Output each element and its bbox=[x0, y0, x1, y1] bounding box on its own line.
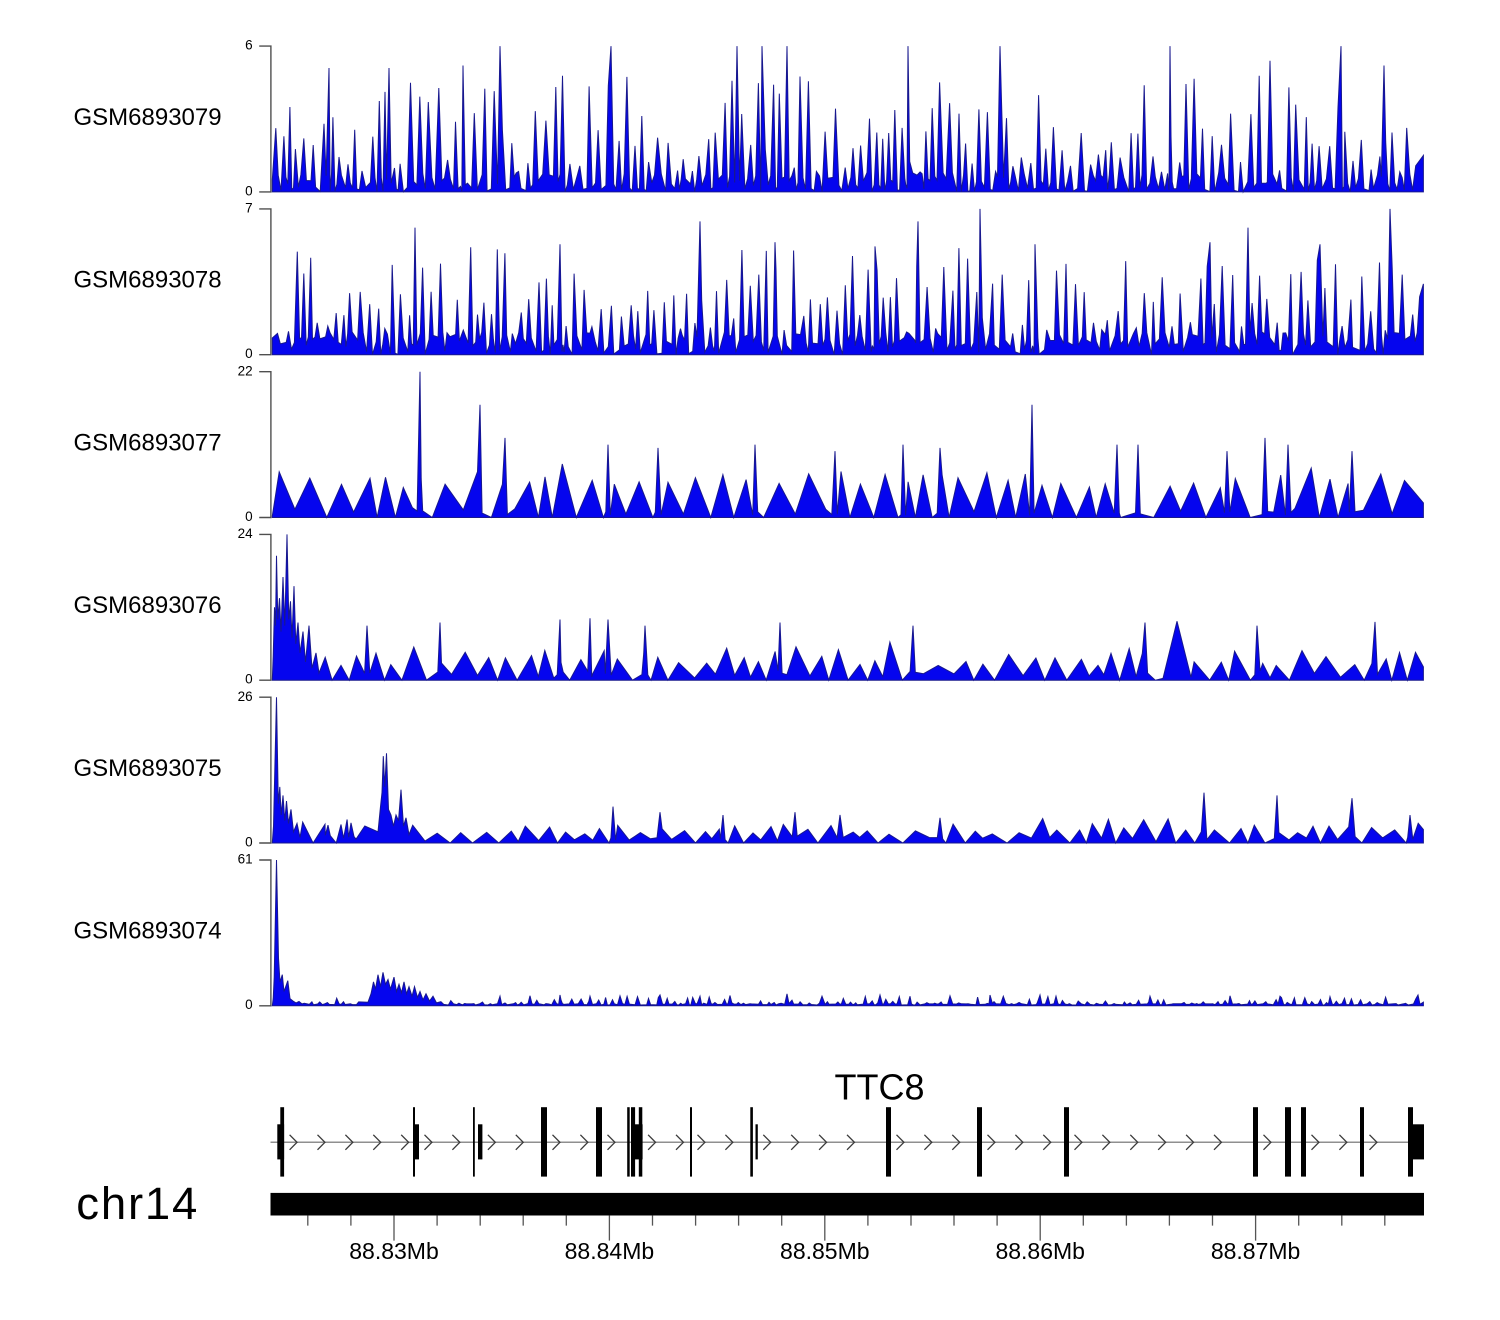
svg-text:0: 0 bbox=[245, 346, 253, 361]
svg-text:chr14: chr14 bbox=[76, 1178, 199, 1229]
svg-text:88.85Mb: 88.85Mb bbox=[780, 1238, 870, 1264]
svg-text:0: 0 bbox=[245, 672, 253, 687]
svg-text:GSM6893074: GSM6893074 bbox=[74, 918, 222, 945]
svg-text:88.84Mb: 88.84Mb bbox=[565, 1238, 655, 1264]
svg-text:GSM6893077: GSM6893077 bbox=[74, 429, 222, 456]
svg-text:0: 0 bbox=[245, 183, 253, 198]
svg-text:0: 0 bbox=[245, 509, 253, 524]
svg-text:GSM6893076: GSM6893076 bbox=[74, 592, 222, 619]
svg-text:7: 7 bbox=[245, 201, 253, 216]
svg-text:6: 6 bbox=[245, 38, 253, 53]
svg-text:GSM6893079: GSM6893079 bbox=[74, 104, 222, 131]
svg-text:0: 0 bbox=[245, 997, 253, 1012]
svg-text:26: 26 bbox=[238, 689, 253, 704]
svg-text:24: 24 bbox=[238, 526, 254, 541]
svg-text:88.83Mb: 88.83Mb bbox=[349, 1238, 439, 1264]
svg-text:GSM6893078: GSM6893078 bbox=[74, 267, 222, 294]
svg-text:88.86Mb: 88.86Mb bbox=[995, 1238, 1085, 1264]
svg-text:TTC8: TTC8 bbox=[835, 1066, 925, 1107]
svg-text:22: 22 bbox=[238, 363, 253, 378]
svg-text:61: 61 bbox=[238, 852, 253, 867]
svg-text:0: 0 bbox=[245, 834, 253, 849]
svg-text:88.87Mb: 88.87Mb bbox=[1211, 1238, 1301, 1264]
svg-text:GSM6893075: GSM6893075 bbox=[74, 755, 222, 782]
